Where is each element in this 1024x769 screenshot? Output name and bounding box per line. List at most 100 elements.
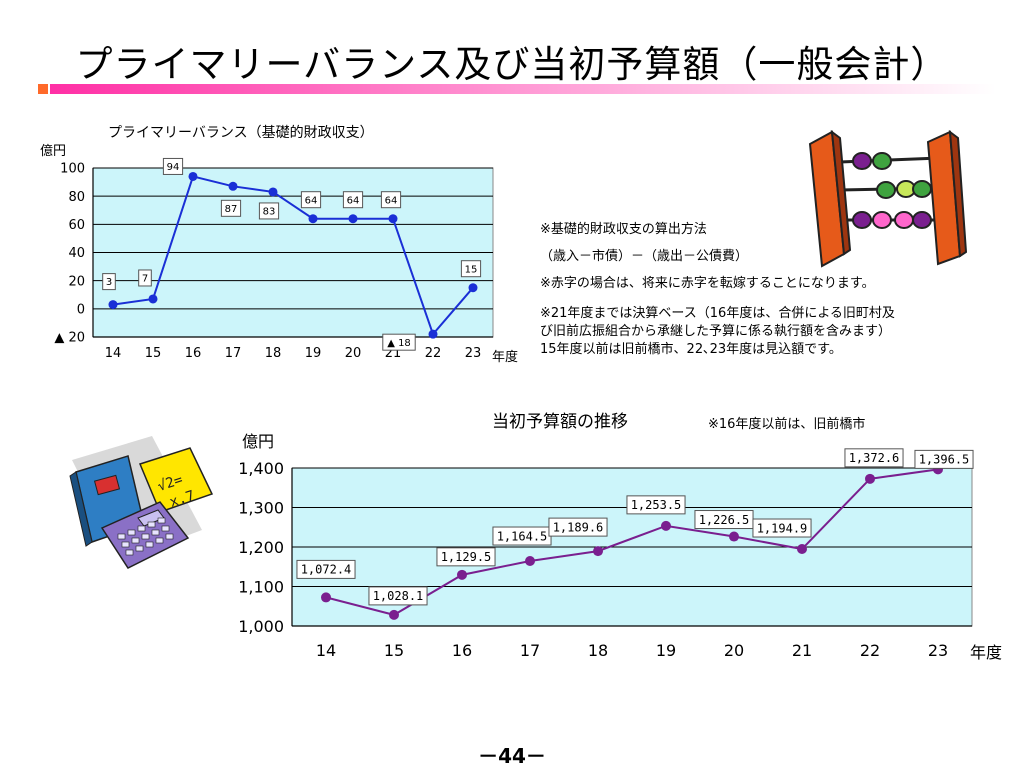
note-settlement-3: 15年度以前は旧前橋市、22､23年度は見込額です。: [540, 342, 842, 357]
y-tick-label: 20: [68, 274, 85, 289]
y-tick-label: ▲ 20: [54, 331, 85, 346]
data-label-box: [436, 547, 496, 567]
data-label: 1,226.5: [699, 513, 750, 527]
data-label-box: [162, 157, 184, 175]
data-label: 7: [142, 274, 148, 285]
plot-area: [92, 167, 494, 338]
data-label-box: [460, 260, 482, 278]
title-underline-gradient: [50, 84, 996, 94]
data-label-box: [492, 526, 552, 546]
data-point: [593, 546, 603, 557]
title-underline: [38, 84, 996, 94]
data-point: [388, 214, 398, 224]
data-label: 1,129.5: [441, 550, 492, 564]
data-point: [729, 531, 739, 542]
y-tick-label: 100: [60, 162, 85, 177]
x-tick-label: 22: [860, 641, 880, 660]
data-label-box: [694, 510, 754, 530]
x-tick-label: 19: [656, 641, 676, 660]
data-point: [428, 329, 438, 339]
note-deficit: ※赤字の場合は、将来に赤字を転嫁することになります。: [540, 276, 875, 291]
y-tick-label: 40: [68, 246, 85, 261]
y-tick-label: 0: [77, 303, 85, 318]
data-point: [933, 464, 943, 475]
data-label-box: [342, 191, 364, 209]
data-label-box: [258, 202, 280, 220]
svg-text:√2=: √2=: [156, 472, 185, 495]
note-method-title: ※基礎的財政収支の算出方法: [540, 222, 707, 237]
x-tick-label: 15: [145, 346, 162, 361]
data-label-box: [380, 191, 402, 209]
x-tick-label: 17: [225, 346, 242, 361]
y-axis-label: 億円: [242, 432, 274, 451]
note-pad: [138, 447, 214, 513]
data-label: 15: [465, 264, 478, 275]
calculator-book-icon: √2= x.7: [69, 436, 214, 569]
data-label-box: [548, 517, 608, 537]
data-label-box: [102, 273, 116, 291]
data-label-box: [300, 191, 322, 209]
data-label-box: [382, 333, 416, 351]
data-point: [228, 181, 238, 191]
data-label: 87: [225, 204, 238, 215]
data-label: 1,194.9: [757, 521, 808, 535]
y-tick-label: 1,200: [238, 538, 284, 557]
series-line: [325, 468, 939, 616]
x-tick-label: 16: [185, 346, 202, 361]
data-point: [389, 609, 399, 620]
y-tick-label: 1,400: [238, 459, 284, 478]
y-tick-label: 80: [68, 190, 85, 205]
data-label: 1,164.5: [497, 529, 548, 543]
x-tick-label: 19: [305, 346, 322, 361]
data-label: 64: [347, 195, 360, 206]
note-settlement-2: び旧前広振組合から承継した予算に係る執行額を含みます）: [540, 324, 892, 339]
x-tick-label: 23: [465, 346, 482, 361]
x-axis-label: 年度: [970, 643, 1002, 662]
data-label: 1,189.6: [553, 520, 604, 534]
data-label: 1,253.5: [631, 498, 682, 512]
plot-area: [291, 467, 973, 627]
abacus-frame: [808, 129, 968, 268]
y-tick-label: 1,300: [238, 498, 284, 517]
note-budget: ※16年度以前は、旧前橋市: [708, 417, 866, 432]
data-label-box: [368, 586, 428, 606]
x-tick-label: 17: [520, 641, 540, 660]
page-title: プライマリーバランス及び当初予算額（一般会計）: [75, 43, 949, 86]
data-label: 64: [385, 195, 398, 206]
data-point: [308, 214, 318, 224]
data-label-box: [752, 518, 812, 538]
data-point: [188, 171, 198, 181]
x-tick-label: 14: [105, 346, 122, 361]
x-tick-label: 18: [588, 641, 608, 660]
data-point: [348, 214, 358, 224]
y-tick-label: 1,100: [238, 577, 284, 596]
x-tick-label: 22: [425, 346, 442, 361]
data-point: [865, 473, 875, 484]
data-point: [797, 544, 807, 555]
chart-title: 当初予算額の推移: [492, 412, 628, 432]
data-label: 1,072.4: [301, 563, 352, 577]
series-line: [112, 175, 474, 337]
note-settlement-1: ※21年度までは決算ベース（16年度は、合併による旧町村及: [540, 306, 895, 321]
data-point: [661, 520, 671, 531]
data-point: [321, 592, 331, 603]
data-point: [468, 283, 478, 293]
abacus-icon: [808, 129, 968, 268]
data-point: [268, 187, 278, 197]
data-label-box: [220, 199, 242, 217]
x-tick-label: 15: [384, 641, 404, 660]
x-tick-label: 16: [452, 641, 472, 660]
data-label-box: [844, 448, 904, 468]
x-tick-label: 14: [316, 641, 336, 660]
x-tick-label: 21: [792, 641, 812, 660]
data-label: 1,396.5: [919, 453, 970, 467]
data-label: 64: [305, 195, 318, 206]
data-label: 3: [106, 277, 112, 288]
y-axis-label: 億円: [40, 143, 66, 159]
data-point: [525, 556, 535, 567]
data-label: 1,372.6: [849, 451, 900, 465]
note-formula: （歳入－市債）－（歳出－公債費）: [540, 249, 749, 264]
data-label-box: [626, 495, 686, 515]
data-label: ▲ 18: [387, 338, 411, 349]
